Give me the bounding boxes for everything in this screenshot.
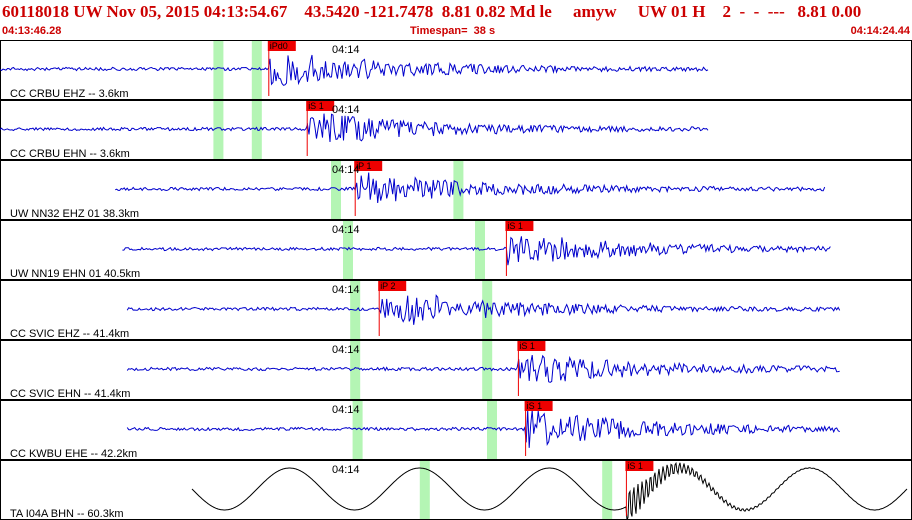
pick-flag xyxy=(524,401,553,411)
channel-label: UW NN32 EHZ 01 38.3km xyxy=(10,208,139,220)
phase-window xyxy=(331,161,341,219)
time-tick-label: 04:14 xyxy=(332,224,360,236)
channel-label: CC SVIC EHN -- 41.4km xyxy=(10,388,130,400)
pick-flag xyxy=(517,341,546,351)
time-tick-label: 04:14 xyxy=(332,164,360,176)
waveform-trace xyxy=(0,54,709,86)
pick-label: iP 1 xyxy=(356,161,371,171)
pick-label: iS 1 xyxy=(507,221,523,231)
timespan-label: Timespan= 38 s xyxy=(410,25,496,37)
channel-label: CC KWBU EHE -- 42.2km xyxy=(10,448,137,460)
time-tick-label: 04:14 xyxy=(332,44,360,56)
time-tick-label: 04:14 xyxy=(332,404,360,416)
phase-window xyxy=(487,401,497,459)
phase-window xyxy=(251,101,262,159)
phase-window xyxy=(602,461,613,519)
phase-window xyxy=(419,461,430,519)
waveform-trace xyxy=(126,409,840,448)
pick-flag xyxy=(625,461,654,471)
pick-label: iP 2 xyxy=(380,281,395,291)
pick-label: iS 1 xyxy=(527,401,543,411)
pick-label: iS 1 xyxy=(308,101,324,111)
pick-flag xyxy=(505,221,534,231)
pick-flag xyxy=(354,161,383,171)
pick-flag xyxy=(306,101,335,111)
waveform-trace xyxy=(126,354,840,383)
phase-window xyxy=(453,161,464,219)
phase-window xyxy=(213,101,224,159)
time-tick-label: 04:14 xyxy=(332,344,360,356)
pick-label: iS 1 xyxy=(627,461,643,471)
waveform-trace xyxy=(115,172,826,204)
waveform-trace xyxy=(126,294,841,325)
channel-label: UW NN19 EHN 01 40.5km xyxy=(10,268,140,280)
channel-label: TA I04A BHN -- 60.3km xyxy=(10,508,124,520)
event-summary-title: 60118018 UW Nov 05, 2015 04:13:54.67 43.… xyxy=(2,2,862,21)
waveform-trace xyxy=(122,236,831,266)
pick-flag xyxy=(267,41,296,51)
phase-window xyxy=(482,281,493,339)
pick-flag xyxy=(378,281,407,291)
channel-label: CC CRBU EHN -- 3.6km xyxy=(10,148,130,160)
phase-window xyxy=(213,41,224,99)
channel-label: CC CRBU EHZ -- 3.6km xyxy=(10,88,129,100)
phase-window xyxy=(251,41,262,99)
waveform-trace xyxy=(191,461,908,520)
phase-window xyxy=(482,341,493,399)
pick-label: iPd0 xyxy=(270,41,288,51)
time-tick-label: 04:14 xyxy=(332,284,360,296)
phase-window xyxy=(350,341,361,399)
time-tick-label: 04:14 xyxy=(332,104,360,116)
channel-label: CC SVIC EHZ -- 41.4km xyxy=(10,328,129,340)
waveform-trace xyxy=(0,113,709,143)
phase-window xyxy=(352,401,363,459)
start-time: 04:13:46.28 xyxy=(2,25,62,37)
phase-window xyxy=(343,221,353,279)
pick-label: iS 1 xyxy=(519,341,535,351)
channel-panel xyxy=(0,460,912,520)
time-tick-label: 04:14 xyxy=(332,464,360,476)
end-time: 04:14:24.44 xyxy=(850,25,910,37)
